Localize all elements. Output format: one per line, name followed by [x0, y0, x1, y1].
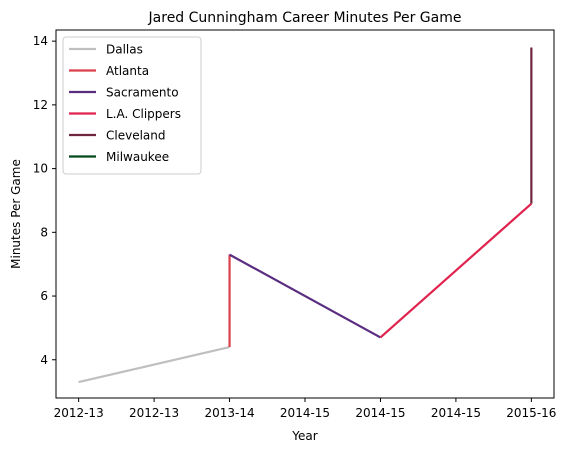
- y-axis: 4 6 8 10 12 14: [33, 34, 56, 367]
- legend-label-2: Sacramento: [106, 86, 179, 100]
- x-tick-label-5: 2014-15: [431, 406, 481, 420]
- chart-title: Jared Cunningham Career Minutes Per Game: [148, 10, 462, 26]
- y-tick-label-2: 8: [40, 225, 48, 239]
- series-line-0: [78, 345, 230, 384]
- legend: Dallas Atlanta Sacramento L.A. Clippers Clev…: [62, 36, 202, 175]
- legend-label-1: Atlanta: [106, 64, 149, 78]
- legend-label-0: Dallas: [106, 43, 143, 57]
- series-line-2: [229, 253, 381, 339]
- y-tick-label-0: 4: [40, 353, 48, 367]
- legend-label-3: L.A. Clippers: [106, 107, 181, 121]
- x-tick-label-1: 2012-13: [129, 406, 179, 420]
- x-axis: 2012-13 2012-13 2013-14 2014-15 2014-15 2014-…: [54, 398, 556, 420]
- x-tick-label-3: 2014-15: [280, 406, 330, 420]
- legend-label-4: Cleveland: [106, 129, 166, 143]
- y-tick-label-4: 12: [33, 98, 48, 112]
- legend-box: [62, 36, 202, 175]
- x-tick-label-4: 2014-15: [355, 406, 405, 420]
- series-line-3: [379, 202, 533, 339]
- y-tick-label-1: 6: [40, 289, 48, 303]
- y-tick-label-5: 14: [33, 34, 48, 48]
- y-axis-label: Minutes Per Game: [9, 159, 23, 269]
- x-tick-label-0: 2012-13: [54, 406, 104, 420]
- y-tick-label-3: 10: [33, 162, 48, 176]
- x-axis-label: Year: [291, 429, 317, 443]
- x-tick-label-6: 2015-16: [506, 406, 556, 420]
- series-layer: [78, 47, 533, 384]
- legend-label-5: Milwaukee: [106, 150, 169, 164]
- x-tick-label-2: 2013-14: [204, 406, 254, 420]
